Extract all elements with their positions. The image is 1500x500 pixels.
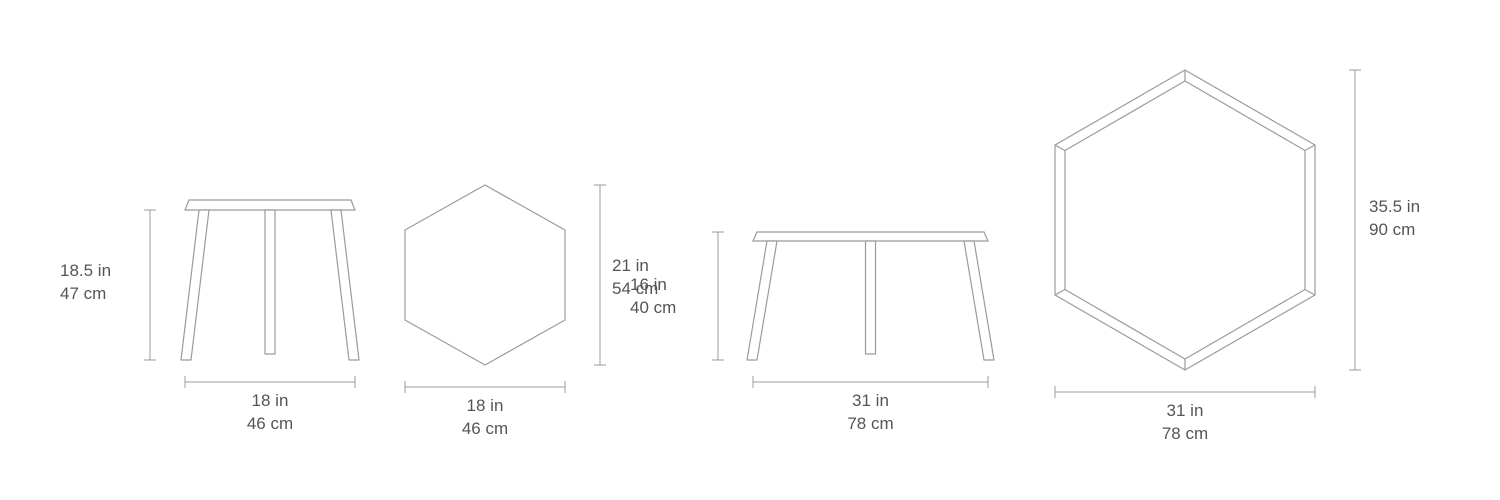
small-table-side-height-label: 18.5 in47 cm xyxy=(60,260,111,306)
large-table-side-drawing xyxy=(753,232,988,360)
small-table-side-drawing xyxy=(185,200,355,360)
large-table-top-width-label: 31 in78 cm xyxy=(1162,400,1208,446)
small-table-top: 21 in54 cm18 in46 cm xyxy=(405,185,565,365)
small-table-top-width-label: 18 in46 cm xyxy=(462,395,508,441)
large-table-top-drawing xyxy=(1055,70,1315,370)
dimension-diagram: 18.5 in47 cm18 in46 cm21 in54 cm18 in46 … xyxy=(0,0,1500,500)
large-table-side-width-label: 31 in78 cm xyxy=(847,390,893,436)
large-table-side: 16 in40 cm31 in78 cm xyxy=(753,232,988,360)
large-table-side-height-label: 16 in40 cm xyxy=(630,274,676,320)
large-table-top: 35.5 in90 cm31 in78 cm xyxy=(1055,70,1315,370)
small-table-side: 18.5 in47 cm18 in46 cm xyxy=(185,200,355,360)
small-table-side-width-label: 18 in46 cm xyxy=(247,390,293,436)
large-table-top-height-label: 35.5 in90 cm xyxy=(1369,196,1420,242)
small-table-top-drawing xyxy=(405,185,565,365)
